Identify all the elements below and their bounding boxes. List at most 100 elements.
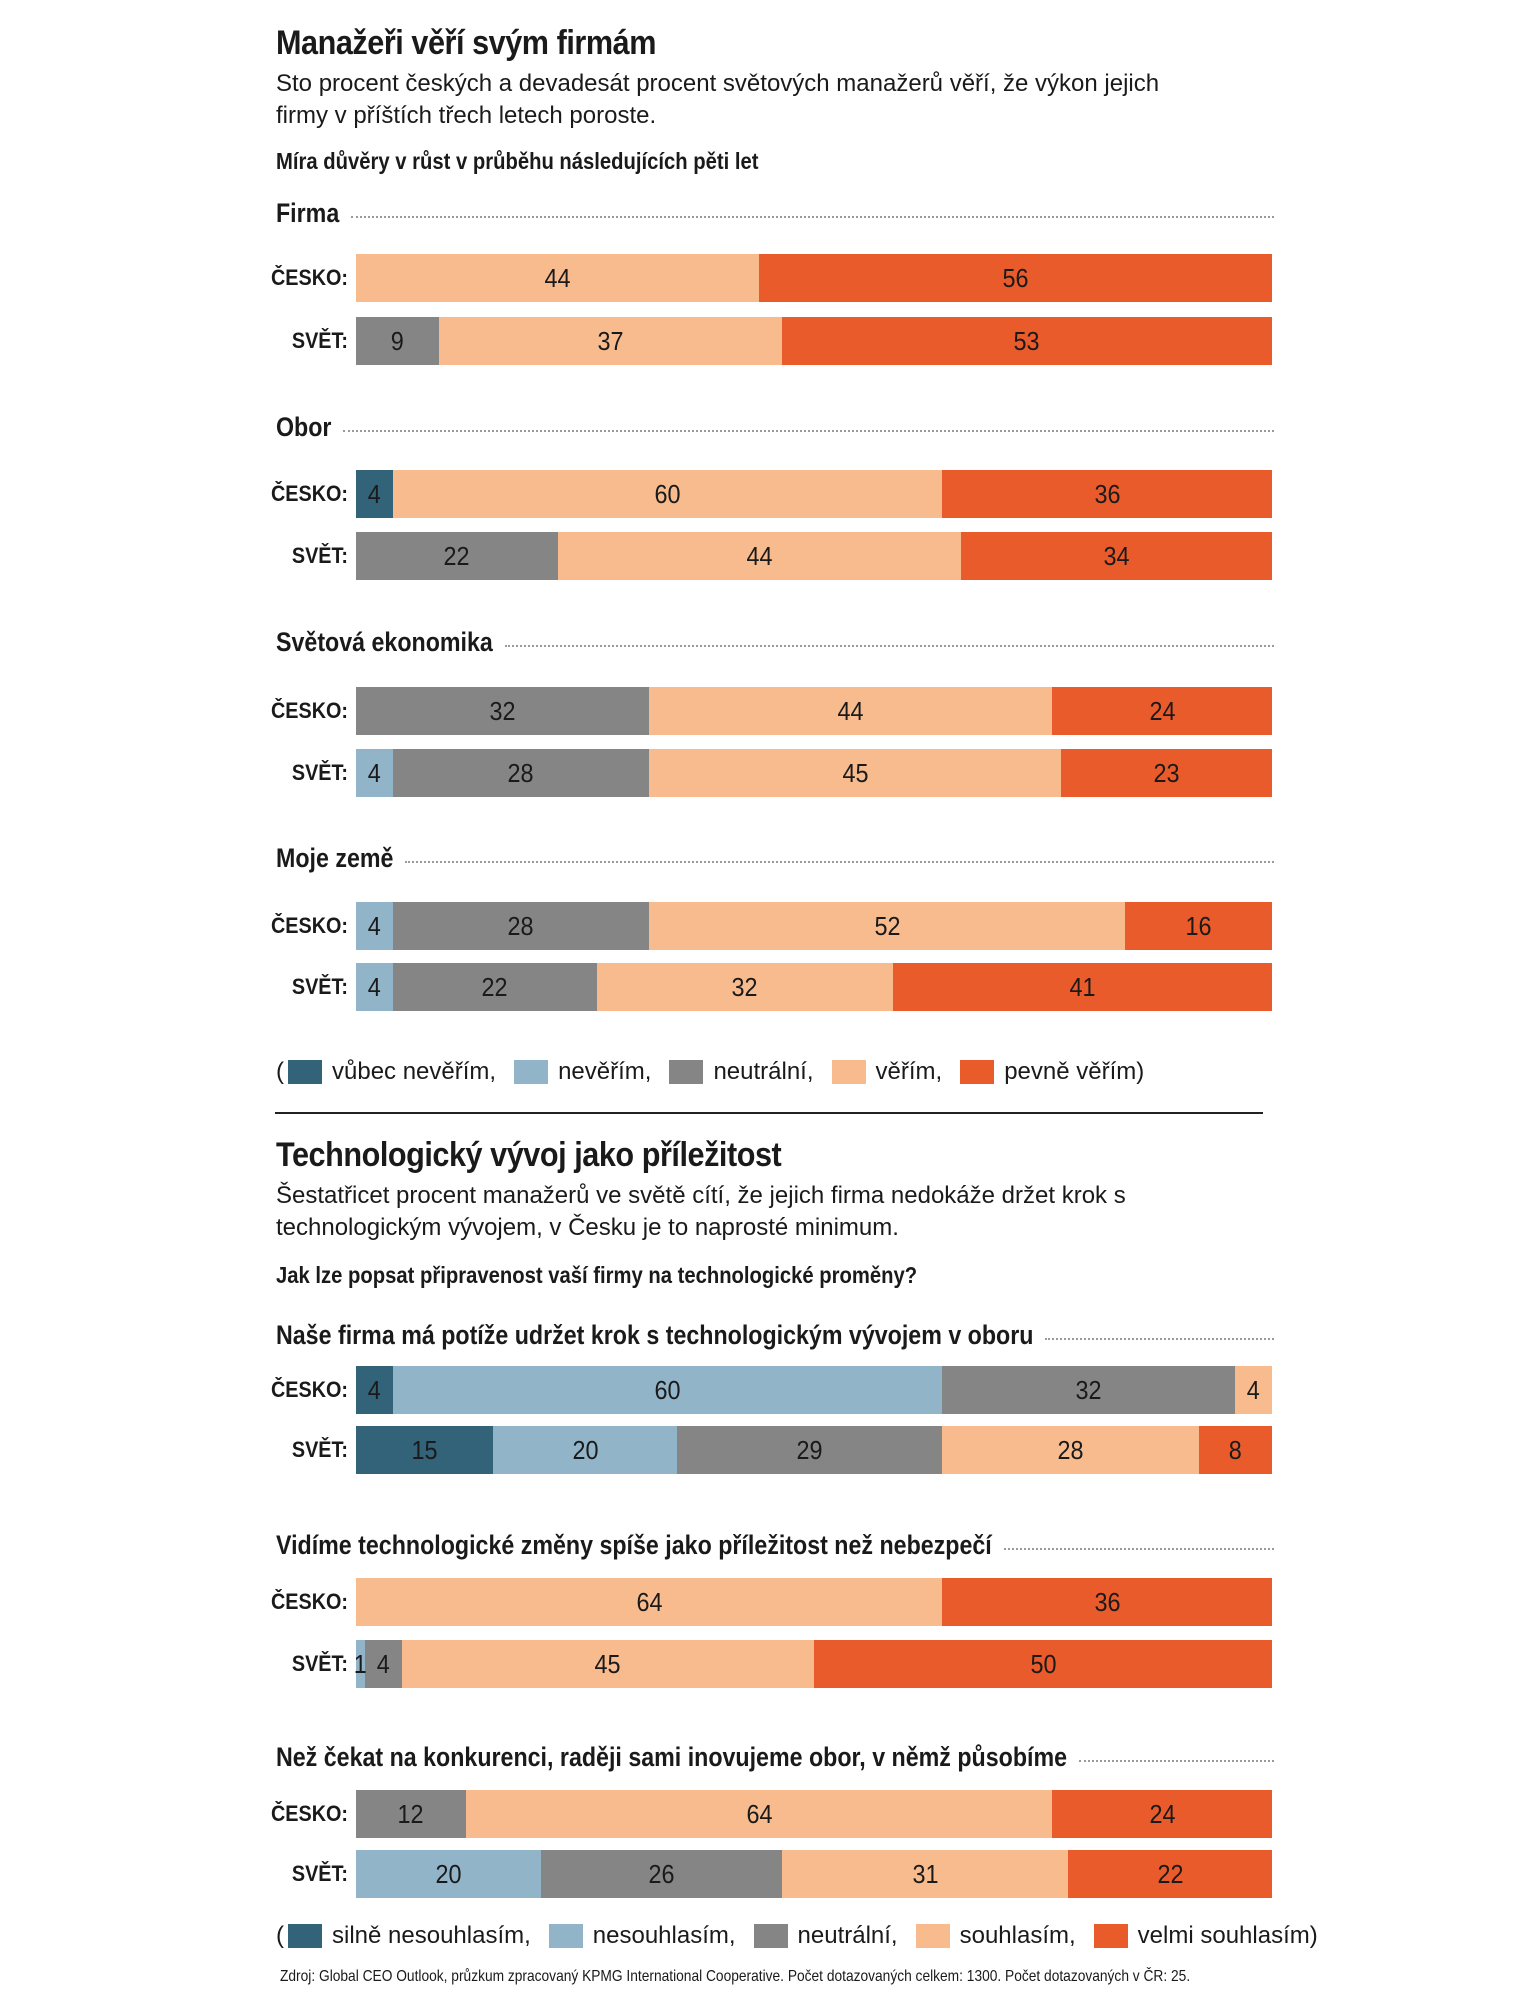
group-dotted-rule <box>351 216 1274 218</box>
bar-segment: 45 <box>649 749 1062 797</box>
bar-segment-label: 28 <box>1057 1434 1084 1465</box>
legend-label: silně nesouhlasím, <box>332 1922 531 1949</box>
bar-segment-label: 45 <box>594 1648 621 1679</box>
bar-segment: 20 <box>356 1850 542 1898</box>
bar-segment-label: 20 <box>435 1858 462 1889</box>
bar-segment-label: 45 <box>842 757 869 788</box>
stacked-bar: 20 26 31 22 <box>356 1850 1272 1898</box>
bar-segment: 1 <box>354 1640 368 1688</box>
stacked-bar: 4 60 32 4 <box>356 1366 1272 1414</box>
source-note: Zdroj: Global CEO Outlook, průzkum zprac… <box>280 1968 1191 1985</box>
bar-segment: 22 <box>1068 1850 1272 1898</box>
stacked-bar: 12 64 24 <box>356 1790 1272 1838</box>
group-dotted-rule <box>405 861 1274 863</box>
legend-swatch <box>753 1924 788 1948</box>
legend-swatch <box>1093 1924 1128 1948</box>
bar-segment: 60 <box>392 1366 943 1414</box>
stacked-bar: 1 4 45 50 <box>354 1640 1272 1688</box>
legend-label: nevěřím, <box>558 1058 652 1085</box>
bar-segment: 44 <box>557 532 961 580</box>
bar-segment-label: 1 <box>354 1648 368 1679</box>
bar-segment: 4 <box>1235 1366 1272 1414</box>
row-label-cz: ČESKO: <box>270 265 348 290</box>
legend-item: věřím, <box>831 1058 943 1086</box>
bar-segment-label: 60 <box>654 1374 681 1405</box>
stacked-bar: 15 20 29 28 8 <box>356 1426 1272 1474</box>
bar-segment-label: 12 <box>397 1798 424 1829</box>
bar-segment: 24 <box>1052 687 1272 735</box>
legend-label: vůbec nevěřím, <box>332 1058 497 1085</box>
bar-segment: 4 <box>356 1366 393 1414</box>
group-dotted-rule <box>504 645 1274 647</box>
bar-segment-label: 44 <box>746 540 773 571</box>
stacked-bar: 64 36 <box>356 1578 1272 1626</box>
legend-paren-close: ) <box>1136 1058 1145 1085</box>
legend-paren-open: ( <box>276 1922 284 1949</box>
group-dotted-rule <box>1045 1338 1274 1340</box>
legend-item: souhlasím, <box>915 1922 1076 1950</box>
row-label-cz: ČESKO: <box>270 481 348 506</box>
bar-segment: 36 <box>942 470 1272 518</box>
bar-segment: 4 <box>356 963 393 1011</box>
section2-title: Technologický vývoj jako příležitost <box>276 1136 782 1174</box>
row-label-cz: ČESKO: <box>270 1589 348 1614</box>
section2-description: Šestatřicet procent manažerů ve světě cí… <box>276 1182 1126 1241</box>
bar-segment-label: 32 <box>731 971 758 1002</box>
stacked-bar: 22 44 34 <box>356 532 1272 580</box>
bar-segment-label: 4 <box>367 478 381 509</box>
bar-segment-label: 29 <box>796 1434 823 1465</box>
row-label-world: SVĚT: <box>291 328 348 353</box>
row-label-cz: ČESKO: <box>270 1801 348 1826</box>
bar-segment-label: 16 <box>1185 910 1212 941</box>
bar-segment-label: 4 <box>367 757 381 788</box>
legend-label: věřím, <box>875 1058 943 1085</box>
legend-label: pevně věřím <box>1004 1058 1137 1085</box>
legend-paren-close: ) <box>1309 1922 1318 1949</box>
stacked-bar: 4 28 45 23 <box>356 749 1272 797</box>
legend-item: nevěřím, <box>514 1058 651 1086</box>
bar-segment: 53 <box>781 317 1272 365</box>
bar-segment: 4 <box>356 749 393 797</box>
bar-segment: 26 <box>541 1850 782 1898</box>
bar-segment-label: 34 <box>1103 540 1130 571</box>
section1-legend: (vůbec nevěřím, nevěřím, neutrální, věřím, p… <box>276 1058 1144 1086</box>
legend-item: neutrální, <box>753 1922 898 1950</box>
legend-swatch <box>960 1060 995 1084</box>
bar-segment-label: 36 <box>1094 1586 1121 1617</box>
bar-segment-label: 56 <box>1002 262 1029 293</box>
bar-segment-label: 4 <box>1247 1374 1261 1405</box>
bar-segment-label: 64 <box>746 1798 773 1829</box>
bar-segment: 12 <box>356 1790 466 1838</box>
section-divider <box>275 1112 1263 1114</box>
bar-segment-label: 44 <box>544 262 571 293</box>
bar-segment-label: 64 <box>636 1586 663 1617</box>
row-label-cz: ČESKO: <box>270 698 348 723</box>
bar-segment-label: 9 <box>391 325 405 356</box>
group-dotted-rule <box>1079 1760 1274 1762</box>
row-label-world: SVĚT: <box>291 1437 348 1462</box>
stacked-bar: 32 44 24 <box>356 687 1272 735</box>
bar-segment: 20 <box>493 1426 677 1474</box>
bar-segment-label: 4 <box>367 971 382 1002</box>
bar-segment-label: 4 <box>367 910 381 941</box>
bar-segment: 56 <box>759 254 1272 302</box>
bar-segment: 52 <box>649 902 1126 950</box>
bar-segment-label: 22 <box>1157 1858 1184 1889</box>
bar-segment: 9 <box>356 317 440 365</box>
group-title: Světová ekonomika <box>276 627 493 658</box>
group-title: Obor <box>276 412 332 443</box>
legend-item: pevně věřím <box>960 1058 1136 1086</box>
bar-segment: 32 <box>356 687 650 735</box>
group-title: Vidíme technologické změny spíše jako př… <box>276 1530 992 1561</box>
legend-label: neutrální, <box>797 1922 898 1949</box>
bar-segment-label: 36 <box>1094 478 1121 509</box>
bar-segment: 8 <box>1198 1426 1272 1474</box>
legend-item: vůbec nevěřím, <box>288 1058 496 1086</box>
legend-item: neutrální, <box>669 1058 814 1086</box>
bar-segment: 15 <box>356 1426 494 1474</box>
bar-segment-label: 24 <box>1149 1798 1176 1829</box>
bar-segment: 50 <box>813 1640 1272 1688</box>
bar-segment: 64 <box>356 1578 943 1626</box>
bar-segment-label: 32 <box>1075 1374 1102 1405</box>
stacked-bar: 4 60 36 <box>356 470 1272 518</box>
